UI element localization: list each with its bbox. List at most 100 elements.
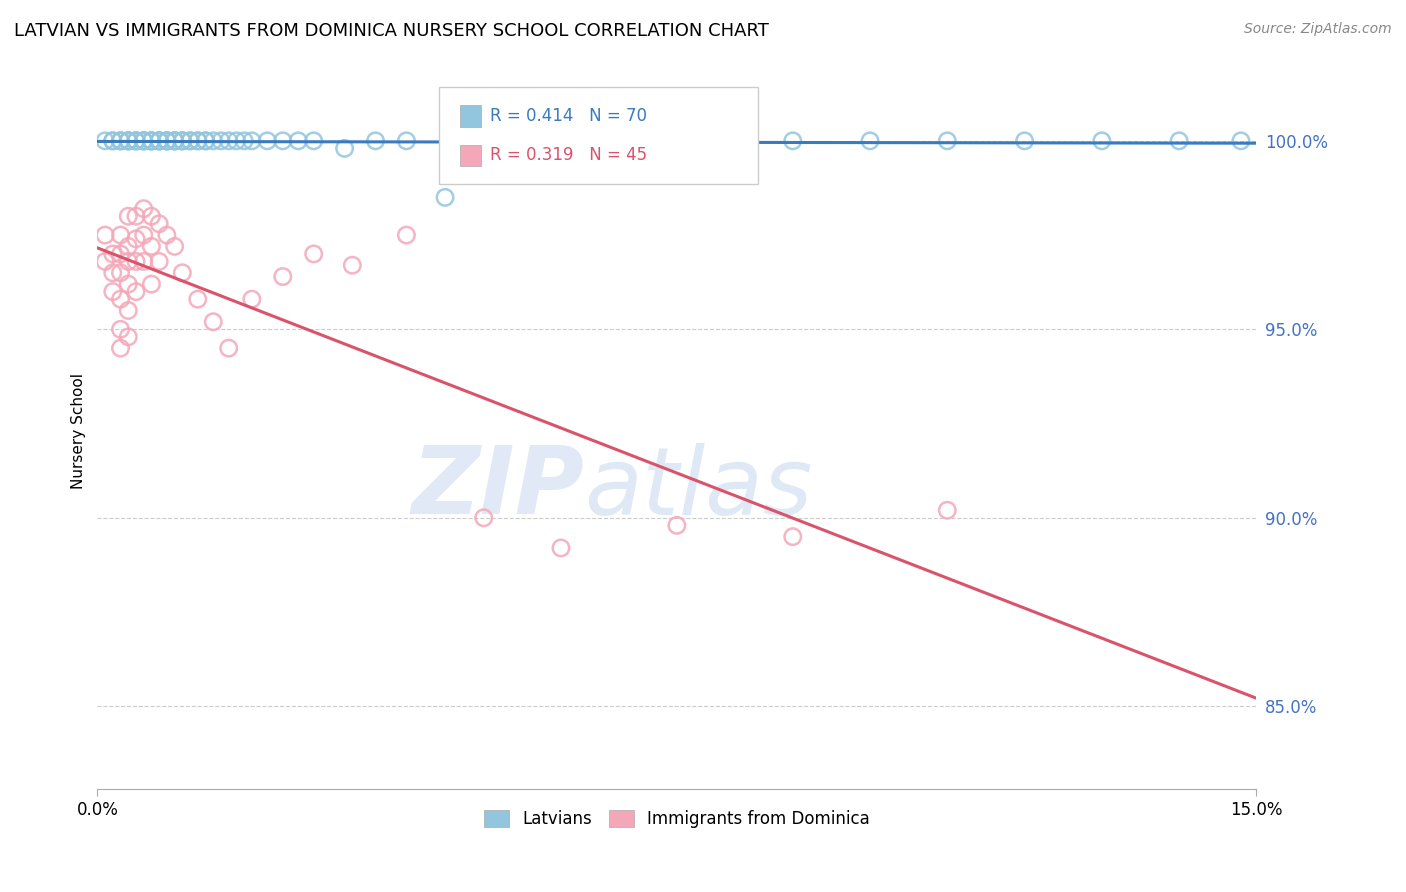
Point <box>256 134 278 148</box>
Point <box>194 134 217 148</box>
Point <box>163 134 186 148</box>
Point <box>287 134 309 148</box>
Point <box>101 134 124 148</box>
Point <box>782 134 804 148</box>
Point <box>94 134 117 148</box>
FancyBboxPatch shape <box>460 145 481 166</box>
Point <box>117 134 139 148</box>
Point <box>125 285 148 299</box>
Point <box>148 254 170 268</box>
Point <box>141 277 163 291</box>
Y-axis label: Nursery School: Nursery School <box>72 373 86 489</box>
Point <box>110 134 132 148</box>
Point <box>859 134 882 148</box>
Point <box>94 254 117 268</box>
Point <box>233 134 256 148</box>
Point <box>110 322 132 336</box>
Point <box>472 510 495 524</box>
Point <box>94 228 117 243</box>
Point <box>163 134 186 148</box>
Point <box>271 134 294 148</box>
Point <box>117 134 139 148</box>
Point <box>187 134 209 148</box>
Legend: Latvians, Immigrants from Dominica: Latvians, Immigrants from Dominica <box>477 803 876 835</box>
Point <box>110 266 132 280</box>
Point <box>141 134 163 148</box>
Point <box>218 134 240 148</box>
Point <box>156 228 179 243</box>
Point <box>117 209 139 223</box>
Point <box>782 530 804 544</box>
Point <box>141 134 163 148</box>
Point <box>110 228 132 243</box>
Point <box>156 134 179 148</box>
Point <box>333 141 356 155</box>
Point <box>172 134 194 148</box>
Point <box>132 202 155 216</box>
Text: LATVIAN VS IMMIGRANTS FROM DOMINICA NURSERY SCHOOL CORRELATION CHART: LATVIAN VS IMMIGRANTS FROM DOMINICA NURS… <box>14 22 769 40</box>
Text: R = 0.414   N = 70: R = 0.414 N = 70 <box>491 107 647 125</box>
Point <box>101 285 124 299</box>
Point <box>302 247 325 261</box>
Point <box>172 134 194 148</box>
Point <box>125 134 148 148</box>
Point <box>472 134 495 148</box>
Point <box>395 134 418 148</box>
Point <box>172 266 194 280</box>
Point <box>132 134 155 148</box>
Point <box>117 134 139 148</box>
Point <box>141 209 163 223</box>
Point <box>125 134 148 148</box>
Point <box>132 254 155 268</box>
Point <box>132 134 155 148</box>
Point <box>141 134 163 148</box>
Point <box>117 254 139 268</box>
Point <box>218 341 240 355</box>
Point <box>117 330 139 344</box>
Point <box>209 134 232 148</box>
Point <box>101 247 124 261</box>
Point <box>187 292 209 306</box>
Point <box>148 134 170 148</box>
Point <box>550 541 572 555</box>
Point <box>148 217 170 231</box>
FancyBboxPatch shape <box>439 87 758 184</box>
Point <box>936 134 959 148</box>
Point <box>271 269 294 284</box>
Point <box>704 134 727 148</box>
Point <box>141 134 163 148</box>
Point <box>187 134 209 148</box>
Point <box>1014 134 1036 148</box>
Point <box>240 134 263 148</box>
Point <box>125 232 148 246</box>
Point <box>125 209 148 223</box>
Point <box>132 134 155 148</box>
Point <box>627 134 650 148</box>
Text: Source: ZipAtlas.com: Source: ZipAtlas.com <box>1244 22 1392 37</box>
Point <box>240 292 263 306</box>
Point <box>302 134 325 148</box>
Point <box>117 277 139 291</box>
Point <box>395 228 418 243</box>
Point <box>434 190 457 204</box>
Point <box>125 134 148 148</box>
Point <box>117 303 139 318</box>
Point <box>588 134 610 148</box>
Point <box>148 134 170 148</box>
Point <box>179 134 201 148</box>
Point <box>156 134 179 148</box>
Point <box>163 134 186 148</box>
Point <box>141 239 163 253</box>
Point <box>936 503 959 517</box>
Point <box>110 134 132 148</box>
Text: atlas: atlas <box>583 443 813 534</box>
Point <box>172 134 194 148</box>
Point <box>156 134 179 148</box>
Text: R = 0.319   N = 45: R = 0.319 N = 45 <box>491 146 647 164</box>
Point <box>202 315 225 329</box>
Point <box>110 134 132 148</box>
Point <box>110 292 132 306</box>
Text: ZIP: ZIP <box>412 442 583 534</box>
Point <box>117 134 139 148</box>
Point <box>194 134 217 148</box>
